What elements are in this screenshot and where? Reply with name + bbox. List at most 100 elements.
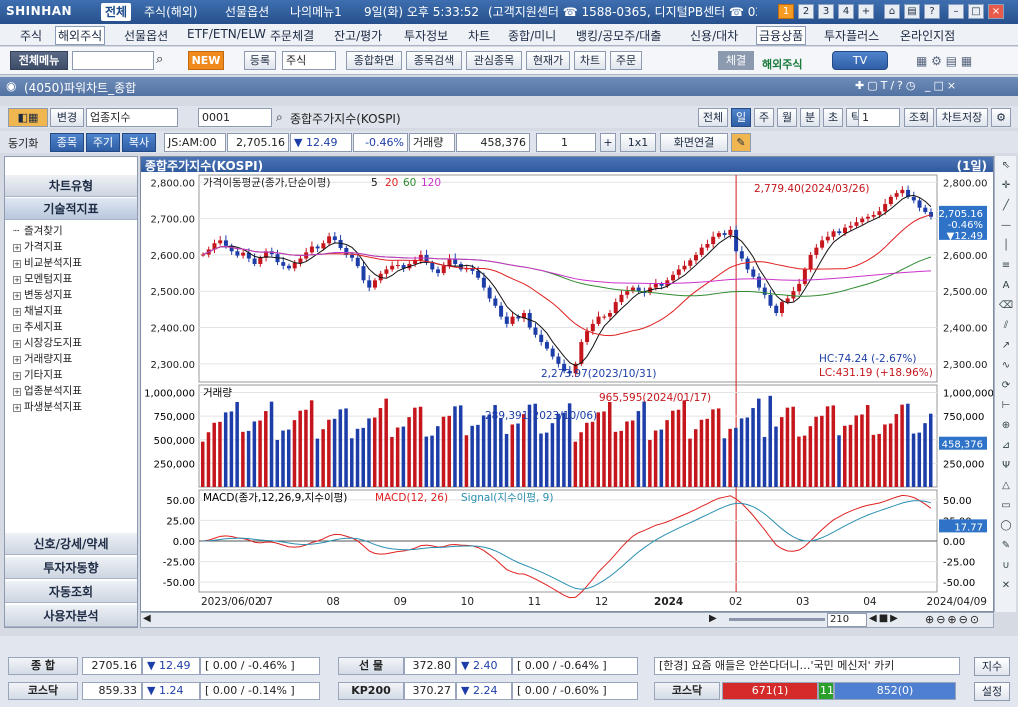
- tree-item[interactable]: + 시장강도지표: [13, 337, 82, 349]
- period-count-input[interactable]: 1: [858, 108, 900, 127]
- chart-type-header[interactable]: 차트유형: [5, 175, 137, 197]
- zoom-buttons[interactable]: ⊕⊖⊕⊖⊙: [925, 613, 982, 626]
- investor-trend-button[interactable]: 투자자동향: [5, 557, 137, 579]
- tab-my-menu[interactable]: 나의메뉴1: [290, 5, 342, 19]
- triangle-icon[interactable]: △: [1002, 480, 1010, 491]
- gann-icon[interactable]: ⊿: [1001, 440, 1011, 451]
- menu-banking[interactable]: 뱅킹/공모주/대출: [576, 29, 662, 43]
- zoom-slider[interactable]: [729, 618, 825, 621]
- tree-item[interactable]: + 비교분석지표: [13, 257, 82, 269]
- ellipse-icon[interactable]: ◯: [1000, 520, 1012, 531]
- magnet-icon[interactable]: ∪: [1002, 560, 1010, 571]
- tree-item[interactable]: + 파생분석지표: [13, 401, 82, 413]
- conclude-button[interactable]: 체결: [718, 51, 754, 70]
- period-second-button[interactable]: 초: [823, 108, 843, 127]
- auto-query-button[interactable]: 자동조회: [5, 581, 137, 603]
- menu-order[interactable]: 주문체결: [270, 29, 315, 43]
- settings-gear-icon[interactable]: ⚙: [991, 108, 1011, 127]
- vertical-line-icon[interactable]: │: [1002, 240, 1010, 251]
- rect-icon[interactable]: ▭: [1001, 500, 1011, 511]
- menu-overseas-stock[interactable]: 해외주식: [55, 26, 106, 45]
- workspace-1-button[interactable]: 1: [778, 4, 794, 19]
- stock-search-button[interactable]: 종목검색: [406, 51, 462, 70]
- tree-item[interactable]: + 가격지표: [13, 241, 63, 253]
- workspace-4-button[interactable]: 4: [838, 4, 854, 19]
- tree-item[interactable]: + 거래량지표: [13, 353, 73, 365]
- workspace-3-button[interactable]: 3: [818, 4, 834, 19]
- pen-icon[interactable]: ✎: [731, 133, 751, 152]
- eraser-icon[interactable]: ⌫: [998, 300, 1014, 311]
- display-count-input[interactable]: 210: [827, 613, 867, 627]
- wave-icon[interactable]: ∿: [1001, 360, 1011, 371]
- all-menu-button[interactable]: 전체메뉴: [10, 51, 68, 70]
- tree-item[interactable]: ┈ 즐겨찾기: [13, 225, 63, 237]
- add-workspace-button[interactable]: +: [858, 4, 874, 19]
- chart-svg[interactable]: 2,800.002,800.002,700.002,700.002,600.00…: [141, 172, 993, 612]
- scroll-left-icon[interactable]: ◀: [143, 613, 151, 624]
- channel-icon[interactable]: ⫽: [1003, 320, 1009, 331]
- tree-item[interactable]: + 채널지표: [13, 305, 63, 317]
- scroll-right-icon[interactable]: ▶: [709, 613, 717, 624]
- code-search-icon[interactable]: ⌕: [276, 110, 283, 124]
- period-minute-button[interactable]: 분: [800, 108, 820, 127]
- ratio-button[interactable]: 1x1: [620, 133, 656, 152]
- user-analysis-button[interactable]: 사용자분석: [5, 605, 137, 627]
- sync-period-button[interactable]: 주기: [86, 133, 120, 152]
- minimize-icon[interactable]: –: [948, 4, 964, 19]
- tree-item[interactable]: + 추세지표: [13, 321, 63, 333]
- print-icon[interactable]: ▤: [904, 4, 920, 19]
- period-month-button[interactable]: 월: [777, 108, 797, 127]
- arrow-icon[interactable]: ↗: [1001, 340, 1011, 351]
- crosshair-icon[interactable]: ✛: [1001, 180, 1011, 191]
- period-day-button[interactable]: 일: [731, 108, 751, 127]
- tab-futures-options[interactable]: 선물옵션: [225, 5, 270, 19]
- zoom-tool-icon[interactable]: ⊕: [1001, 420, 1011, 431]
- market-select[interactable]: 업종지수: [86, 108, 178, 127]
- chart-save-button[interactable]: 차트저장: [936, 108, 988, 127]
- settings-button[interactable]: 설정: [974, 682, 1010, 701]
- playback-controls[interactable]: ◀■▶: [869, 613, 900, 624]
- overseas-stock-link[interactable]: 해외주식: [762, 58, 803, 71]
- menu-financial-products[interactable]: 금융상품: [756, 26, 807, 45]
- change-button[interactable]: 변경: [50, 108, 84, 127]
- order-button[interactable]: 주문: [610, 51, 642, 70]
- menu-invest-info[interactable]: 투자정보: [404, 29, 449, 43]
- tab-all[interactable]: 전체: [101, 3, 132, 21]
- close-icon[interactable]: ×: [988, 4, 1004, 19]
- pencil-icon[interactable]: ✎: [1001, 540, 1011, 551]
- panel-toggle-icon[interactable]: ◧▦: [8, 108, 48, 127]
- chart-button[interactable]: 차트: [574, 51, 606, 70]
- menu-stock[interactable]: 주식: [20, 29, 43, 43]
- menu-summary[interactable]: 종합/미니: [508, 29, 557, 43]
- tree-item[interactable]: + 변동성지표: [13, 289, 73, 301]
- ruler-icon[interactable]: ⊢: [1001, 400, 1011, 411]
- tree-item[interactable]: + 업종분석지표: [13, 385, 82, 397]
- menu-online-branch[interactable]: 온라인지점: [900, 29, 956, 43]
- multiplier-select[interactable]: 1: [536, 133, 596, 152]
- period-all-button[interactable]: 전체: [698, 108, 728, 127]
- sync-copy-button[interactable]: 복사: [122, 133, 156, 152]
- maximize-icon[interactable]: □: [968, 4, 984, 19]
- home-icon[interactable]: ⌂: [884, 4, 900, 19]
- tree-item[interactable]: + 기타지표: [13, 369, 63, 381]
- period-week-button[interactable]: 주: [754, 108, 774, 127]
- current-price-button[interactable]: 현재가: [526, 51, 570, 70]
- index-button[interactable]: 지수: [974, 657, 1010, 676]
- watchlist-button[interactable]: 관심종목: [466, 51, 522, 70]
- window-controls[interactable]: ✚▢T/?◷ _□×: [855, 79, 960, 92]
- layout-icons[interactable]: ▦ ⚙ ▤ ▦: [916, 54, 973, 68]
- register-button[interactable]: 등록: [244, 51, 276, 70]
- trend-line-icon[interactable]: ╱: [1002, 200, 1010, 211]
- pitchfork-icon[interactable]: Ψ: [1002, 460, 1010, 471]
- delete-all-icon[interactable]: ✕: [1001, 580, 1011, 591]
- signal-button[interactable]: 신호/강세/약세: [5, 533, 137, 555]
- cycle-icon[interactable]: ⟳: [1001, 380, 1011, 391]
- add-button[interactable]: +: [600, 133, 616, 152]
- tv-button[interactable]: TV: [832, 51, 888, 70]
- news-ticker[interactable]: [한경] 요즘 애들은 안쓴다더니…'국민 메신저' 카키: [654, 657, 960, 675]
- menu-invest-plus[interactable]: 투자플러스: [824, 29, 880, 43]
- menu-futures-options[interactable]: 선물옵션: [124, 29, 169, 43]
- stock-type-select[interactable]: 주식: [282, 51, 336, 70]
- tree-item[interactable]: + 모멘텀지표: [13, 273, 73, 285]
- chart-area[interactable]: 종합주가지수(KOSPI) (1일) 2,800.00 2,800.00 2,700…: [140, 156, 994, 612]
